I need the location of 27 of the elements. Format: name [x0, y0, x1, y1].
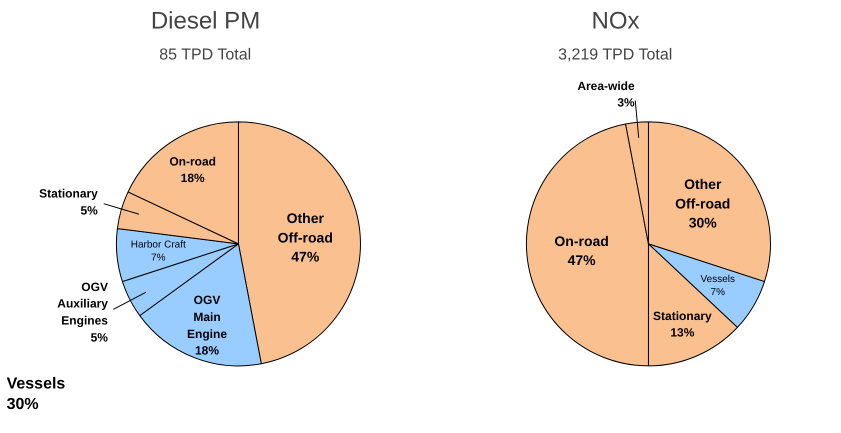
text: Vessels 30% — [6, 375, 66, 413]
data-label: 30% — [688, 214, 718, 231]
data-label: 5% — [90, 330, 108, 344]
chart-title: Diesel PM — [150, 8, 260, 34]
data-label: 5% — [80, 203, 98, 218]
data-label: 7% — [151, 252, 166, 264]
slice-label: Other Off-road — [675, 176, 730, 212]
data-label: 47% — [568, 252, 596, 268]
data-label: 18% — [194, 344, 220, 358]
slice-label: Other Off-road — [278, 210, 333, 246]
slice-label: OGV Auxiliary Engines — [57, 280, 108, 328]
slice-label: Area-wide — [577, 78, 635, 93]
data-label: 3% — [617, 96, 635, 110]
data-label: 13% — [670, 326, 695, 340]
slice-label: On-road — [554, 232, 609, 249]
data-label: 18% — [180, 171, 206, 186]
slice-label: Stationary — [653, 308, 712, 323]
slice-label: OGV Main Engine — [187, 293, 228, 341]
slice-label: Vessels — [700, 274, 736, 285]
chart-subtitle: 3,219 TPD Total — [558, 46, 672, 64]
chart-title: NOx — [592, 8, 640, 34]
data-label: 7% — [710, 287, 726, 298]
slice-label: On-road — [169, 154, 216, 168]
slice-label: Stationary — [39, 186, 98, 201]
chart-subtitle: 85 TPD Total — [159, 46, 252, 64]
data-label: 47% — [291, 248, 320, 265]
slice-label: Harbor Craft — [130, 240, 186, 251]
